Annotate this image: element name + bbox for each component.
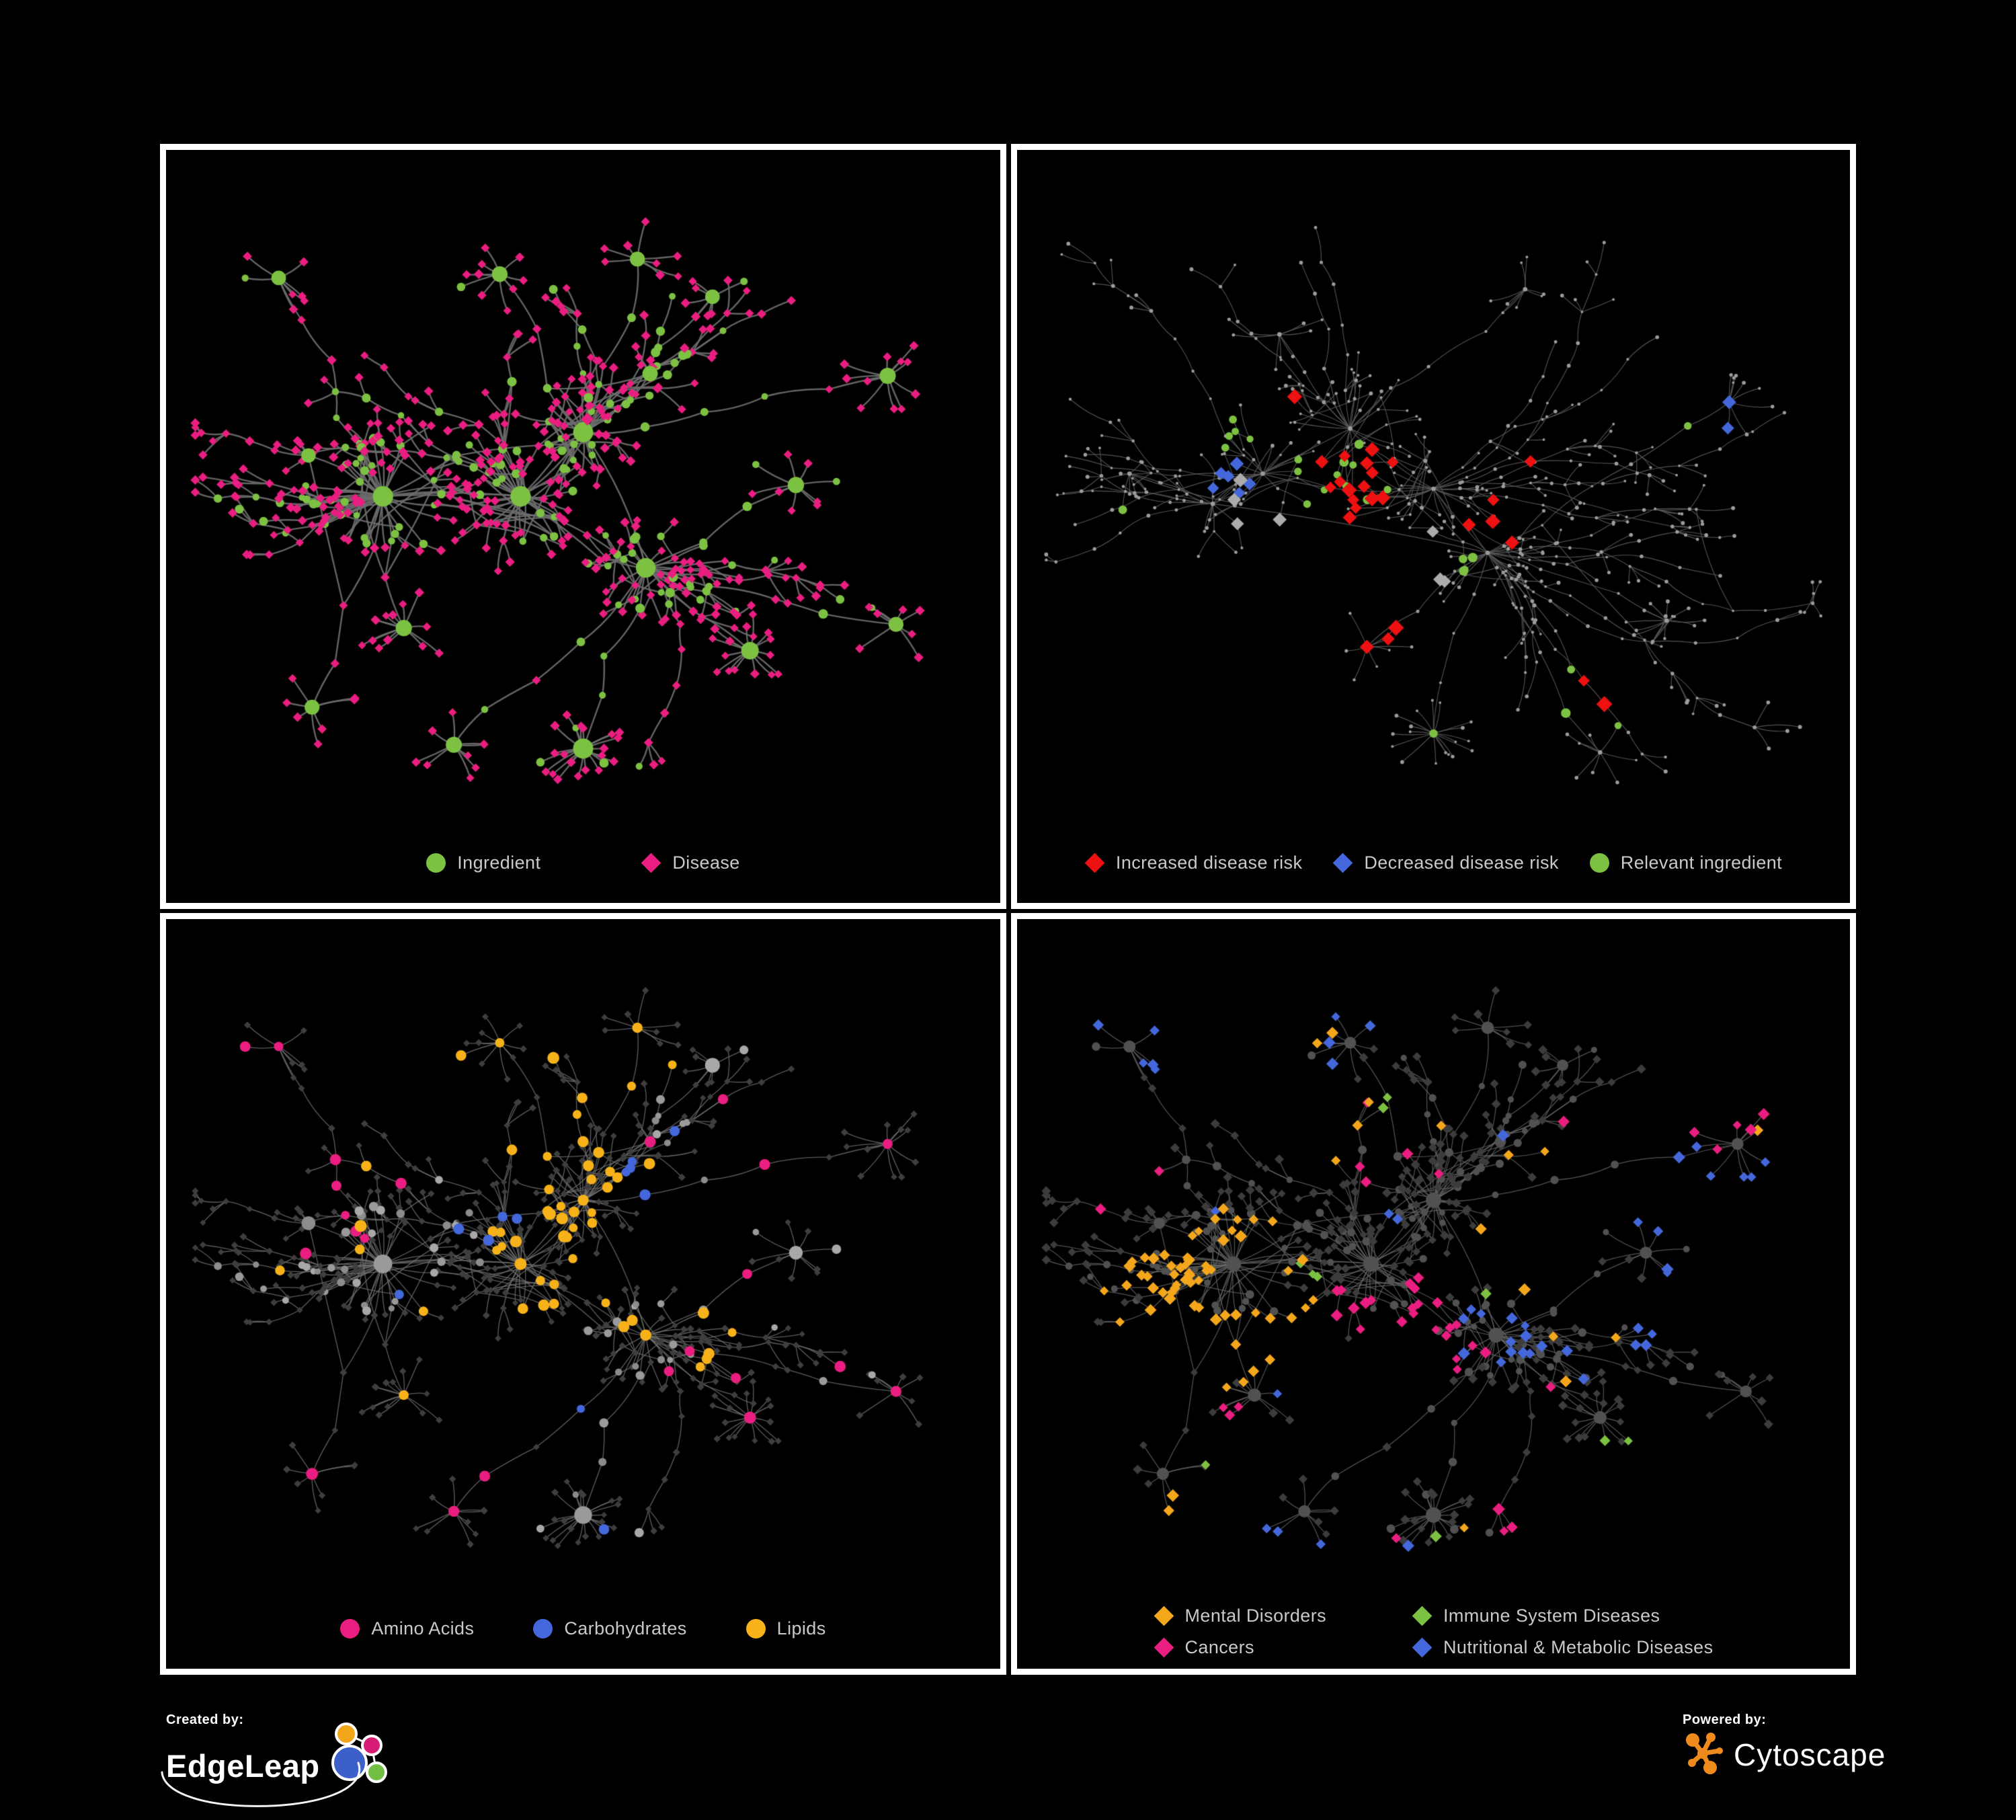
legend-item-mental-disorders: Mental Disorders bbox=[1154, 1606, 1326, 1626]
mental-disorders-marker-icon bbox=[1154, 1606, 1174, 1626]
edgeleap-wordmark: EdgeLeap bbox=[166, 1747, 320, 1784]
panel-disease-classes: Mental Disorders Immune System Diseases … bbox=[1011, 913, 1856, 1675]
decreased-risk-marker-icon bbox=[1333, 853, 1353, 873]
legend-label: Mental Disorders bbox=[1184, 1606, 1326, 1626]
ingredient-classes-network-canvas bbox=[166, 919, 1000, 1669]
disease-risk-network-canvas bbox=[1017, 150, 1850, 903]
disease-classes-network-canvas bbox=[1017, 919, 1850, 1669]
edgeleap-network-icon bbox=[331, 1723, 387, 1783]
legend-item-nutritional-metabolic-diseases: Nutritional & Metabolic Diseases bbox=[1412, 1637, 1713, 1658]
legend-label: Decreased disease risk bbox=[1364, 853, 1559, 873]
legend-label: Immune System Diseases bbox=[1443, 1606, 1660, 1626]
ingredient-marker-icon bbox=[426, 853, 446, 873]
panel-ingredient-classes: Amino Acids Carbohydrates Lipids bbox=[160, 913, 1006, 1675]
lipids-marker-icon bbox=[745, 1619, 766, 1638]
legend-label: Carbohydrates bbox=[564, 1618, 687, 1638]
panel-ingredient-disease: Ingredient Disease bbox=[160, 144, 1006, 909]
legend-item-immune-system-diseases: Immune System Diseases bbox=[1412, 1606, 1713, 1626]
legend-label: Disease bbox=[672, 853, 740, 873]
panel-disease-risk: Increased disease risk Decreased disease… bbox=[1011, 144, 1856, 909]
legend-item-disease: Disease bbox=[641, 853, 739, 873]
panel2-legend: Increased disease risk Decreased disease… bbox=[1017, 853, 1850, 873]
legend-item-increased-risk: Increased disease risk bbox=[1084, 853, 1303, 873]
created-by-label: Created by: bbox=[166, 1712, 244, 1727]
ingredient-disease-network-canvas bbox=[166, 150, 1000, 903]
legend-item-cancers: Cancers bbox=[1154, 1637, 1326, 1658]
powered-by-logo: Powered by: Cytoscape bbox=[1683, 1712, 1886, 1779]
nutritional-metabolic-diseases-marker-icon bbox=[1412, 1637, 1433, 1658]
carbohydrates-marker-icon bbox=[533, 1619, 553, 1638]
legend-item-carbohydrates: Carbohydrates bbox=[533, 1618, 686, 1639]
legend-label: Lipids bbox=[776, 1618, 826, 1638]
cytoscape-wordmark: Cytoscape bbox=[1734, 1737, 1886, 1772]
legend-label: Ingredient bbox=[457, 853, 541, 873]
legend-item-decreased-risk: Decreased disease risk bbox=[1333, 853, 1558, 873]
relevant-ingredient-marker-icon bbox=[1589, 853, 1609, 873]
cytoscape-icon bbox=[1686, 1733, 1723, 1774]
legend-item-ingredient: Ingredient bbox=[426, 853, 540, 873]
legend-label: Amino Acids bbox=[371, 1618, 475, 1638]
immune-system-diseases-marker-icon bbox=[1412, 1606, 1433, 1626]
legend-label: Nutritional & Metabolic Diseases bbox=[1443, 1637, 1713, 1657]
created-by-logo: Created by: EdgeLeap bbox=[161, 1712, 403, 1807]
disease-marker-icon bbox=[641, 853, 661, 873]
legend-item-relevant-ingredient: Relevant ingredient bbox=[1589, 853, 1783, 873]
legend-label: Increased disease risk bbox=[1115, 853, 1303, 873]
panel4-legend: Mental Disorders Immune System Diseases … bbox=[1017, 1606, 1850, 1658]
powered-by-label: Powered by: bbox=[1683, 1712, 1767, 1727]
panel3-legend: Amino Acids Carbohydrates Lipids bbox=[166, 1618, 1000, 1639]
legend-label: Relevant ingredient bbox=[1620, 853, 1783, 873]
increased-risk-marker-icon bbox=[1084, 853, 1105, 873]
legend-item-lipids: Lipids bbox=[745, 1618, 826, 1639]
legend-label: Cancers bbox=[1184, 1637, 1254, 1657]
panel1-legend: Ingredient Disease bbox=[166, 853, 1000, 873]
cancers-marker-icon bbox=[1154, 1637, 1174, 1658]
legend-item-amino-acids: Amino Acids bbox=[340, 1618, 474, 1639]
amino-acids-marker-icon bbox=[340, 1619, 360, 1638]
